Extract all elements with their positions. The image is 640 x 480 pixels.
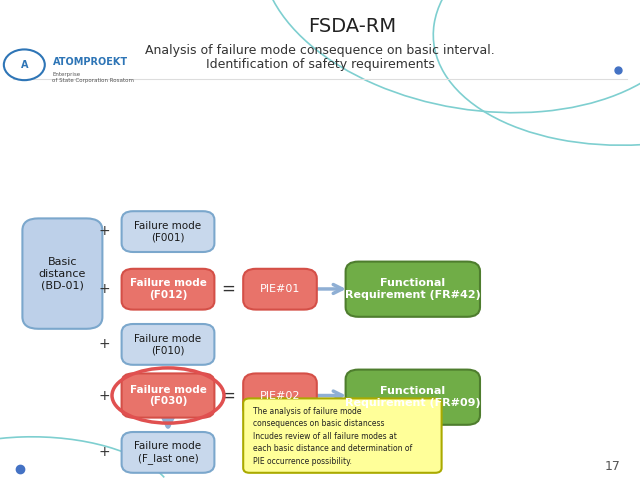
FancyBboxPatch shape <box>122 211 214 252</box>
Text: +: + <box>99 282 110 296</box>
Text: +: + <box>99 388 110 403</box>
Text: A: A <box>20 60 28 70</box>
Text: +: + <box>99 224 110 239</box>
Text: PIE#02: PIE#02 <box>260 391 300 400</box>
FancyBboxPatch shape <box>243 269 317 310</box>
Text: +: + <box>99 337 110 351</box>
Text: The analysis of failure mode
consequences on basic distancess
Incudes review of : The analysis of failure mode consequence… <box>253 407 412 466</box>
Text: Identification of safety requirements: Identification of safety requirements <box>205 58 435 72</box>
Text: FSDA-RM: FSDA-RM <box>308 17 396 36</box>
FancyBboxPatch shape <box>346 370 480 425</box>
Text: Enterprise
of State Corporation Rosatom: Enterprise of State Corporation Rosatom <box>52 72 134 83</box>
Text: Failure mode
(F010): Failure mode (F010) <box>134 334 202 355</box>
Text: Failure mode
(F001): Failure mode (F001) <box>134 221 202 242</box>
Text: ATOMPROEKT: ATOMPROEKT <box>52 58 127 67</box>
Text: +: + <box>99 445 110 459</box>
Text: =: = <box>221 386 235 405</box>
Text: Basic
distance
(BD-01): Basic distance (BD-01) <box>38 257 86 290</box>
FancyBboxPatch shape <box>122 373 214 418</box>
Text: Failure mode
(F_last one): Failure mode (F_last one) <box>134 441 202 464</box>
FancyBboxPatch shape <box>243 373 317 418</box>
FancyBboxPatch shape <box>122 269 214 310</box>
FancyBboxPatch shape <box>22 218 102 329</box>
FancyBboxPatch shape <box>346 262 480 317</box>
Text: Failure mode
(F030): Failure mode (F030) <box>129 385 207 406</box>
Text: =: = <box>221 280 235 298</box>
Text: 17: 17 <box>605 460 621 473</box>
FancyBboxPatch shape <box>122 432 214 473</box>
Text: Functional
Requirement (FR#42): Functional Requirement (FR#42) <box>345 278 481 300</box>
Text: PIE#01: PIE#01 <box>260 284 300 294</box>
FancyBboxPatch shape <box>243 398 442 473</box>
Text: Functional
Requirement (FR#09): Functional Requirement (FR#09) <box>345 386 481 408</box>
Text: Analysis of failure mode consequence on basic interval.: Analysis of failure mode consequence on … <box>145 44 495 57</box>
Text: Failure mode
(F012): Failure mode (F012) <box>129 278 207 300</box>
FancyBboxPatch shape <box>122 324 214 365</box>
